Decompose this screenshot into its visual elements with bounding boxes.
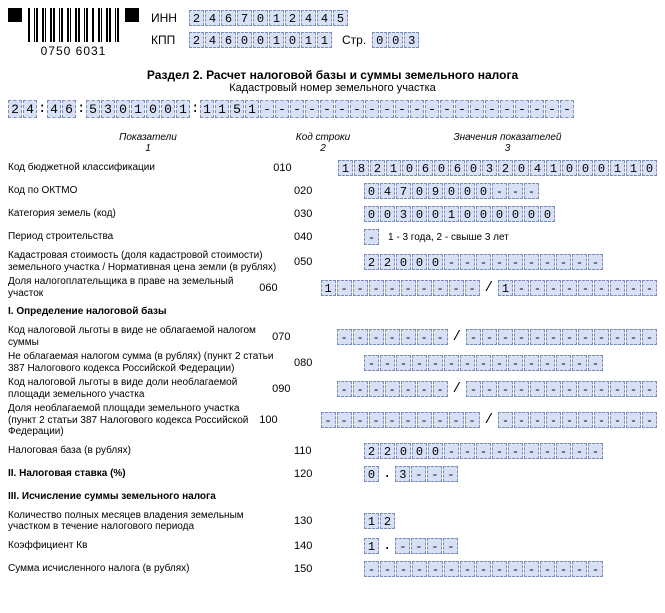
row-label: Доля необлагаемой площади земельного уча… [8,403,259,438]
table-row: Категория земель (код)030003001000000 [8,204,657,224]
row-code: 080 [294,357,364,369]
row-label: Сумма исчисленного налога (в рублях) [8,563,294,575]
kpp-label: КПП [151,33,183,47]
row-code: 040 [294,231,364,243]
row-value: 1---------/1--------- [321,280,657,296]
row-code: 130 [294,515,364,527]
row-value: 1.---- [364,538,657,554]
row-label: Кадастровая стоимость (доля кадастровой … [8,250,294,273]
row-value: 22000---------- [364,443,657,459]
row-value: 003001000000 [364,206,657,222]
row-code: 120 [294,468,364,480]
row-label: II. Налоговая ставка (%) [8,468,294,480]
row-value: ----------/---------- [321,412,657,428]
row-label: Доля налогоплательщика в праве на земель… [8,276,259,299]
row-label: Количество полных месяцев владения земел… [8,510,294,533]
section-title: Раздел 2. Расчет налоговой базы и суммы … [8,68,657,82]
barcode-number: 0750 6031 [41,44,107,58]
table-row: Код бюджетной классификации0101821060603… [8,158,657,178]
row-label: Код налоговой льготы в виде не облагаемо… [8,325,272,348]
table-row: II. Налоговая ставка (%)1200.3--- [8,464,657,484]
table-row: Кадастровая стоимость (доля кадастровой … [8,250,657,273]
row-code: 050 [294,256,364,268]
row-value: --------------- [364,355,657,371]
row-value: --------------- [364,561,657,577]
row-value: -------/------------ [337,381,657,397]
row-code: 150 [294,563,364,575]
row-code: 140 [294,540,364,552]
row-code: 070 [272,331,337,343]
row-label: Налоговая база (в рублях) [8,445,294,457]
table-row: Количество полных месяцев владения земел… [8,510,657,533]
row-value: 04709000--- [364,183,657,199]
marker-square-right [125,8,139,22]
table-row: Сумма исчисленного налога (в рублях)150-… [8,559,657,579]
row-label: Период строительства [8,231,294,243]
row-value: 12 [364,513,657,529]
page-label: Стр. [342,33,366,47]
row-value: 22000---------- [364,254,657,270]
row-code: 100 [259,414,320,426]
col-header-2: Код строки2 [288,132,358,154]
barcode [26,8,121,42]
barcode-block: 0750 6031 [8,8,139,58]
table-row: Код по ОКТМО02004709000--- [8,181,657,201]
row-code: 090 [272,383,337,395]
row-label: Категория земель (код) [8,208,294,220]
col-header-1: Показатели1 [8,132,288,154]
table-row: Код налоговой льготы в виде не облагаемо… [8,325,657,348]
inn-label: ИНН [151,11,183,25]
table-row: Налоговая база (в рублях)11022000-------… [8,441,657,461]
form-header: 0750 6031 ИНН 2467012445 КПП 246001011 С… [8,8,657,58]
table-row: Доля необлагаемой площади земельного уча… [8,403,657,438]
col-header-3: Значения показателей3 [358,132,657,154]
table-row: I. Определение налоговой базы [8,302,657,322]
row-value: 18210606032041000110 [338,160,657,176]
table-row: Доля налогоплательщика в праве на земель… [8,276,657,299]
row-label: Код налоговой льготы в виде доли необлаг… [8,377,272,400]
kpp-cells: 246001011 [189,32,332,48]
row-label: Не облагаемая налогом сумма (в рублях) (… [8,351,294,374]
table-row: Коэффициент Кв1401.---- [8,536,657,556]
row-label: III. Исчисление суммы земельного налога [8,491,294,503]
marker-square-left [8,8,22,22]
column-headers: Показатели1 Код строки2 Значения показат… [8,132,657,154]
row-value: 0.3--- [364,466,657,482]
form-table: Код бюджетной классификации0101821060603… [8,158,657,579]
row-code: 010 [273,162,338,174]
id-block: ИНН 2467012445 КПП 246001011 Стр. 003 [151,10,419,48]
cadastral-number: 24:46:5301001:1151--------------------- [8,100,657,118]
row-label: Код по ОКТМО [8,185,294,197]
table-row: III. Исчисление суммы земельного налога [8,487,657,507]
row-label: Код бюджетной классификации [8,162,273,174]
table-row: Не облагаемая налогом сумма (в рублях) (… [8,351,657,374]
page-cells: 003 [372,32,419,48]
row-code: 020 [294,185,364,197]
row-label: I. Определение налоговой базы [8,306,294,318]
section-subtitle: Кадастровый номер земельного участка [8,82,657,94]
row-code: 030 [294,208,364,220]
row-label: Коэффициент Кв [8,540,294,552]
row-code: 110 [294,445,364,457]
table-row: Код налоговой льготы в виде доли необлаг… [8,377,657,400]
row-code: 060 [259,282,320,294]
row-value: -------/------------ [337,329,657,345]
table-row: Период строительства040-1 - 3 года, 2 - … [8,227,657,247]
row-value: -1 - 3 года, 2 - свыше 3 лет [364,229,657,245]
inn-cells: 2467012445 [189,10,348,26]
